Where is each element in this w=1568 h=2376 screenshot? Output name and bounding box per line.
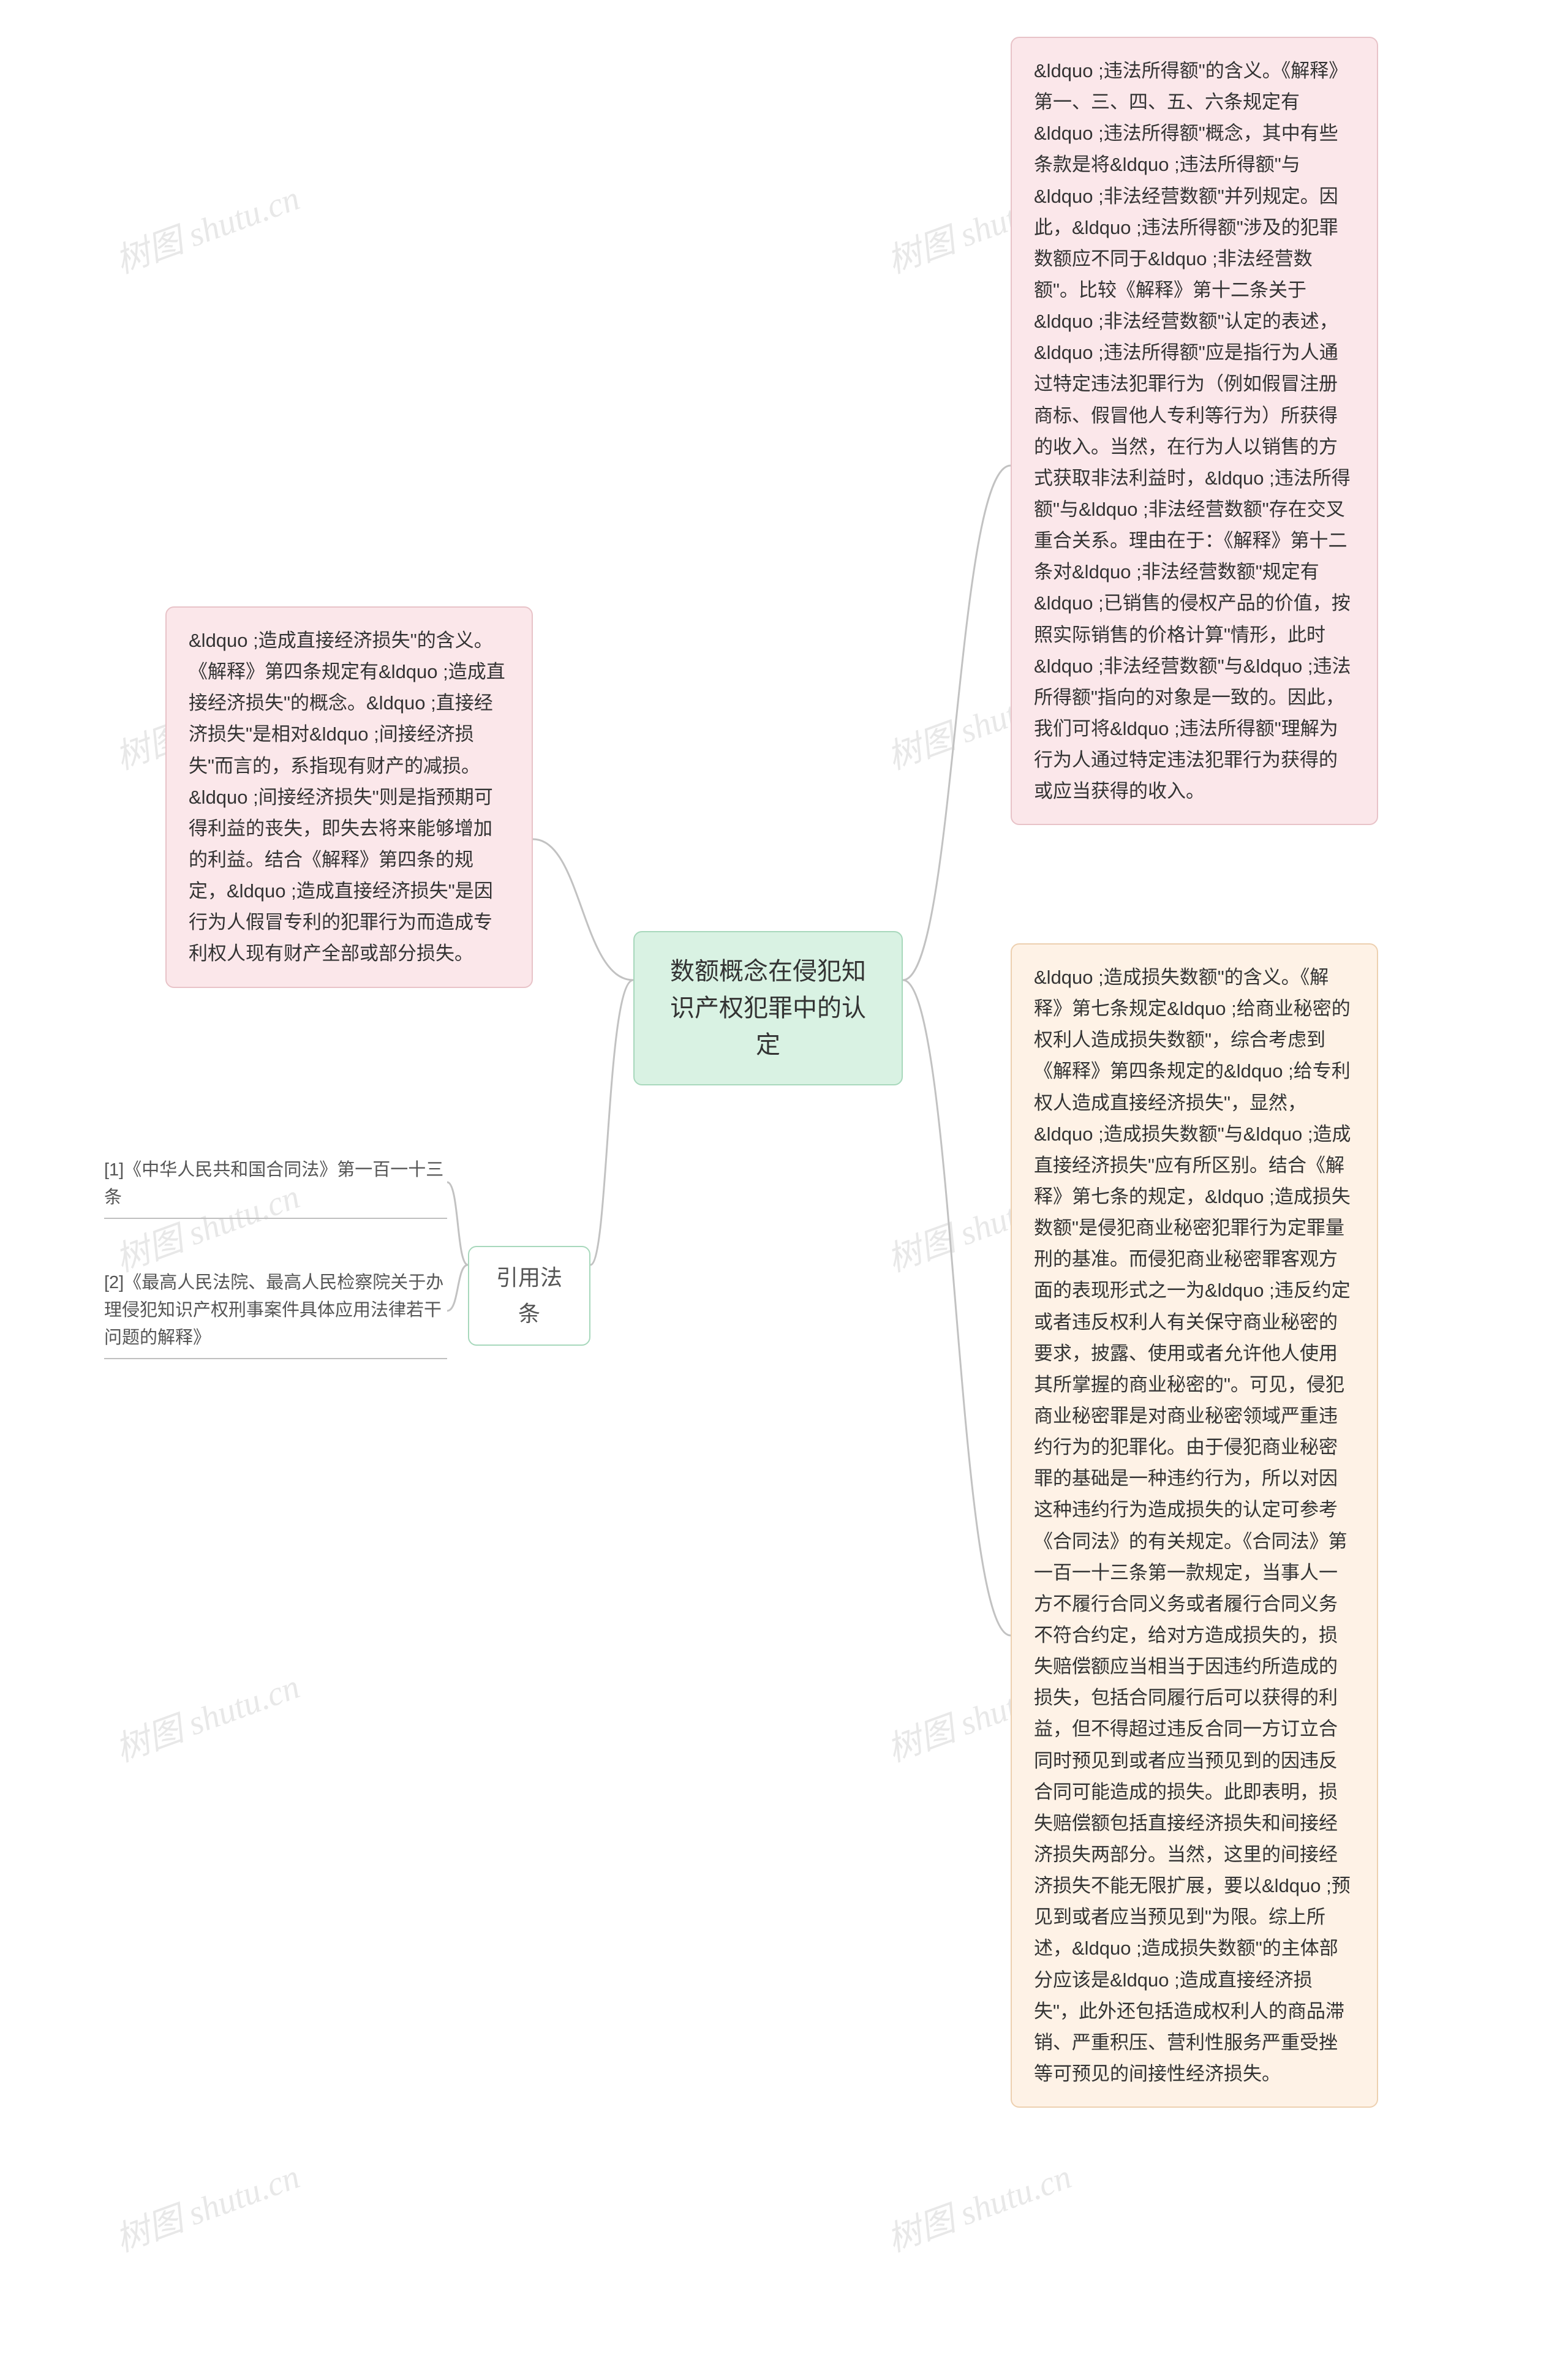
left-pink-node[interactable]: &ldquo ;造成直接经济损失"的含义。《解释》第四条规定有&ldquo ;造…	[165, 606, 533, 988]
watermark: 树图 shutu.cn	[108, 171, 306, 284]
citation-2[interactable]: [2]《最高人民法院、最高人民检察院关于办理侵犯知识产权刑事案件具体应用法律若干…	[104, 1269, 447, 1359]
watermark: 树图 shutu.cn	[880, 2149, 1077, 2262]
center-node[interactable]: 数额概念在侵犯知识产权犯罪中的认定	[633, 931, 903, 1085]
watermark: 树图 shutu.cn	[108, 2149, 306, 2262]
citation-1[interactable]: [1]《中华人民共和国合同法》第一百一十三条	[104, 1156, 447, 1219]
right-orange-node[interactable]: &ldquo ;造成损失数额"的含义。《解释》第七条规定&ldquo ;给商业秘…	[1011, 943, 1378, 2108]
citation-label[interactable]: 引用法条	[468, 1246, 590, 1346]
right-pink-node[interactable]: &ldquo ;违法所得额"的含义。《解释》第一、三、四、五、六条规定有&ldq…	[1011, 37, 1378, 825]
watermark: 树图 shutu.cn	[108, 1659, 306, 1772]
